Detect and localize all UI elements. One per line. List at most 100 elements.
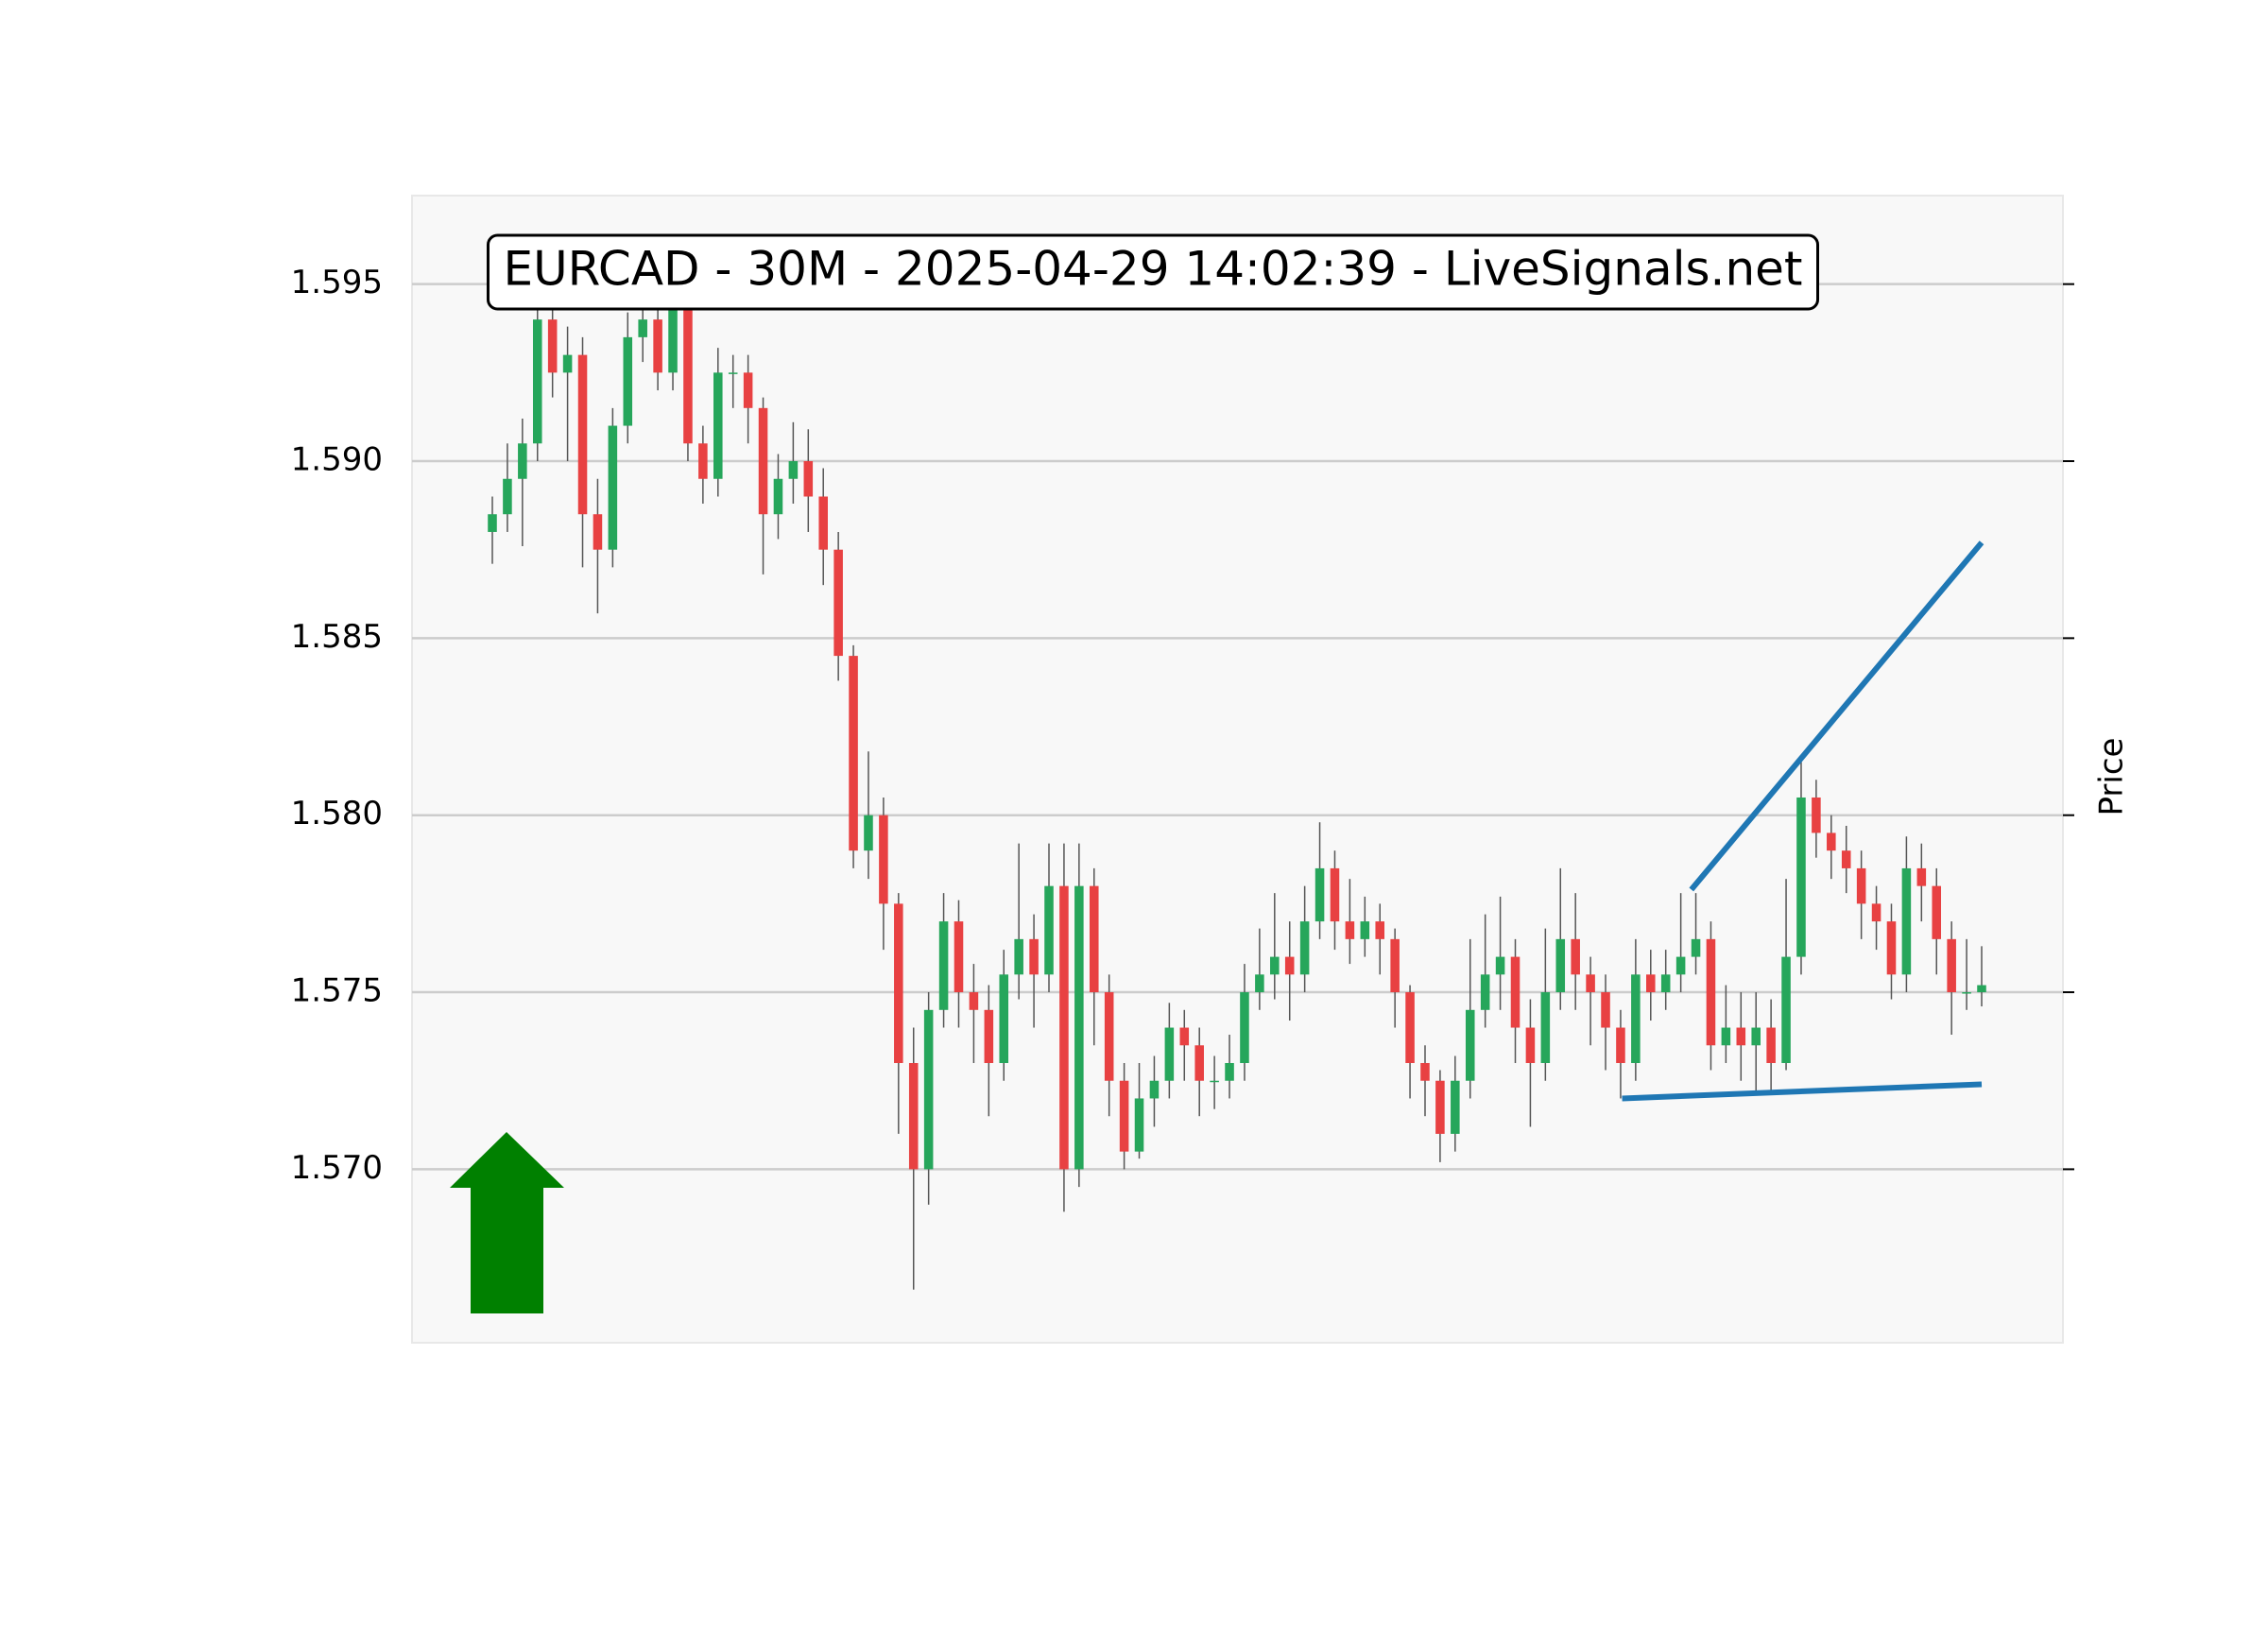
candle-body xyxy=(1375,921,1385,939)
candle-body xyxy=(1074,885,1084,1170)
candle-body xyxy=(999,974,1009,1063)
candle-body xyxy=(1766,1027,1776,1063)
candle-body xyxy=(1601,992,1610,1028)
candle-body xyxy=(1962,992,1971,994)
candle-body xyxy=(908,1062,919,1170)
candle-body xyxy=(1781,956,1791,1063)
buy-arrow xyxy=(450,1132,564,1313)
candle-body xyxy=(1299,921,1310,975)
candle-body xyxy=(864,815,873,851)
candle-body xyxy=(954,921,964,993)
candle-body xyxy=(623,336,633,426)
candle-body xyxy=(1901,867,1912,975)
candle-body xyxy=(1210,1080,1219,1083)
y-tick-label: 1.585 xyxy=(291,618,383,656)
candle-body xyxy=(1044,885,1054,975)
candle-body xyxy=(1314,867,1325,922)
candle-body xyxy=(1465,1009,1475,1081)
candle-body xyxy=(1420,1062,1430,1081)
candle-body xyxy=(1871,903,1881,922)
candle-body xyxy=(1886,921,1897,975)
candle-body xyxy=(833,549,843,657)
candle-body xyxy=(1916,867,1927,886)
candle-body xyxy=(1360,921,1370,939)
candle-body xyxy=(1495,956,1505,975)
candle-body xyxy=(1284,956,1295,975)
candle-body xyxy=(683,301,693,444)
candle-body xyxy=(984,1009,994,1063)
candle-body xyxy=(1149,1080,1160,1099)
candle-body xyxy=(758,407,768,515)
candle-body xyxy=(562,354,573,373)
candle-body xyxy=(788,461,799,479)
candle-body xyxy=(1225,1062,1234,1081)
candle-body xyxy=(1164,1027,1175,1081)
candle-body xyxy=(1059,885,1069,1170)
candle-body xyxy=(1435,1080,1445,1134)
candle-body xyxy=(1977,985,1986,993)
y-tick-label: 1.595 xyxy=(291,264,383,301)
candle-body xyxy=(1390,938,1400,993)
candle-body xyxy=(923,1009,934,1170)
y-axis-label: Price xyxy=(2093,738,2131,816)
candle-body xyxy=(1660,974,1671,993)
title-box: EURCAD - 30M - 2025-04-29 14:02:39 - Liv… xyxy=(486,233,1820,311)
trendlines xyxy=(1622,540,1984,1102)
candle-body xyxy=(938,921,949,1010)
candle-body xyxy=(1104,992,1114,1081)
candle-body xyxy=(1675,956,1686,975)
y-tick-label: 1.590 xyxy=(291,441,383,479)
candle-body xyxy=(728,372,738,374)
candle-body xyxy=(1827,832,1836,851)
trendline xyxy=(1689,540,1984,892)
candle-body xyxy=(1631,974,1641,1063)
candle-body xyxy=(593,514,603,550)
candle-body xyxy=(1586,974,1595,993)
candle-body xyxy=(803,461,814,497)
candle-body xyxy=(1796,797,1806,957)
candle-body xyxy=(532,319,542,444)
title-frame xyxy=(486,233,1820,311)
candle-body xyxy=(1812,797,1821,833)
trendline xyxy=(1622,1081,1983,1102)
chart-title: EURCAD - 30M - 2025-04-29 14:02:39 - Liv… xyxy=(503,242,1802,297)
candle-body xyxy=(879,815,888,904)
candle-body xyxy=(773,478,783,515)
candle-body xyxy=(969,992,979,1010)
candle-body xyxy=(1721,1027,1731,1046)
candle-body xyxy=(1134,1098,1144,1152)
candle-body xyxy=(1194,1045,1204,1081)
candle-body xyxy=(818,496,828,550)
candle-body xyxy=(638,319,647,337)
candle-body xyxy=(1856,867,1866,904)
candle-body xyxy=(713,372,723,479)
candle-body xyxy=(488,514,497,532)
candle-body xyxy=(698,443,708,479)
candle-body xyxy=(1345,921,1355,939)
candle-body xyxy=(1179,1027,1190,1046)
candle-body xyxy=(1029,938,1039,975)
candle-body xyxy=(1405,992,1415,1063)
candle-body xyxy=(743,372,753,408)
candle-body xyxy=(894,903,903,1063)
candle-body xyxy=(1119,1080,1129,1152)
candle-body xyxy=(1089,885,1099,993)
y-tick-label: 1.570 xyxy=(291,1149,383,1187)
y-tick-label: 1.580 xyxy=(291,795,383,832)
candle-body xyxy=(503,478,512,515)
candle-body xyxy=(1480,974,1490,1010)
candle-body xyxy=(1947,938,1956,993)
candle-body xyxy=(653,319,662,373)
candle-body xyxy=(1555,938,1566,993)
candle-body xyxy=(1540,992,1551,1063)
candle-body xyxy=(1691,938,1701,957)
candle-body xyxy=(1525,1027,1536,1063)
candle-body xyxy=(668,301,678,373)
candle-body xyxy=(849,656,858,851)
candle-body xyxy=(518,443,527,479)
candle-body xyxy=(1706,938,1716,1046)
candle-body xyxy=(1646,974,1656,993)
candle-body xyxy=(1841,850,1851,868)
candle-body xyxy=(1736,1027,1746,1046)
